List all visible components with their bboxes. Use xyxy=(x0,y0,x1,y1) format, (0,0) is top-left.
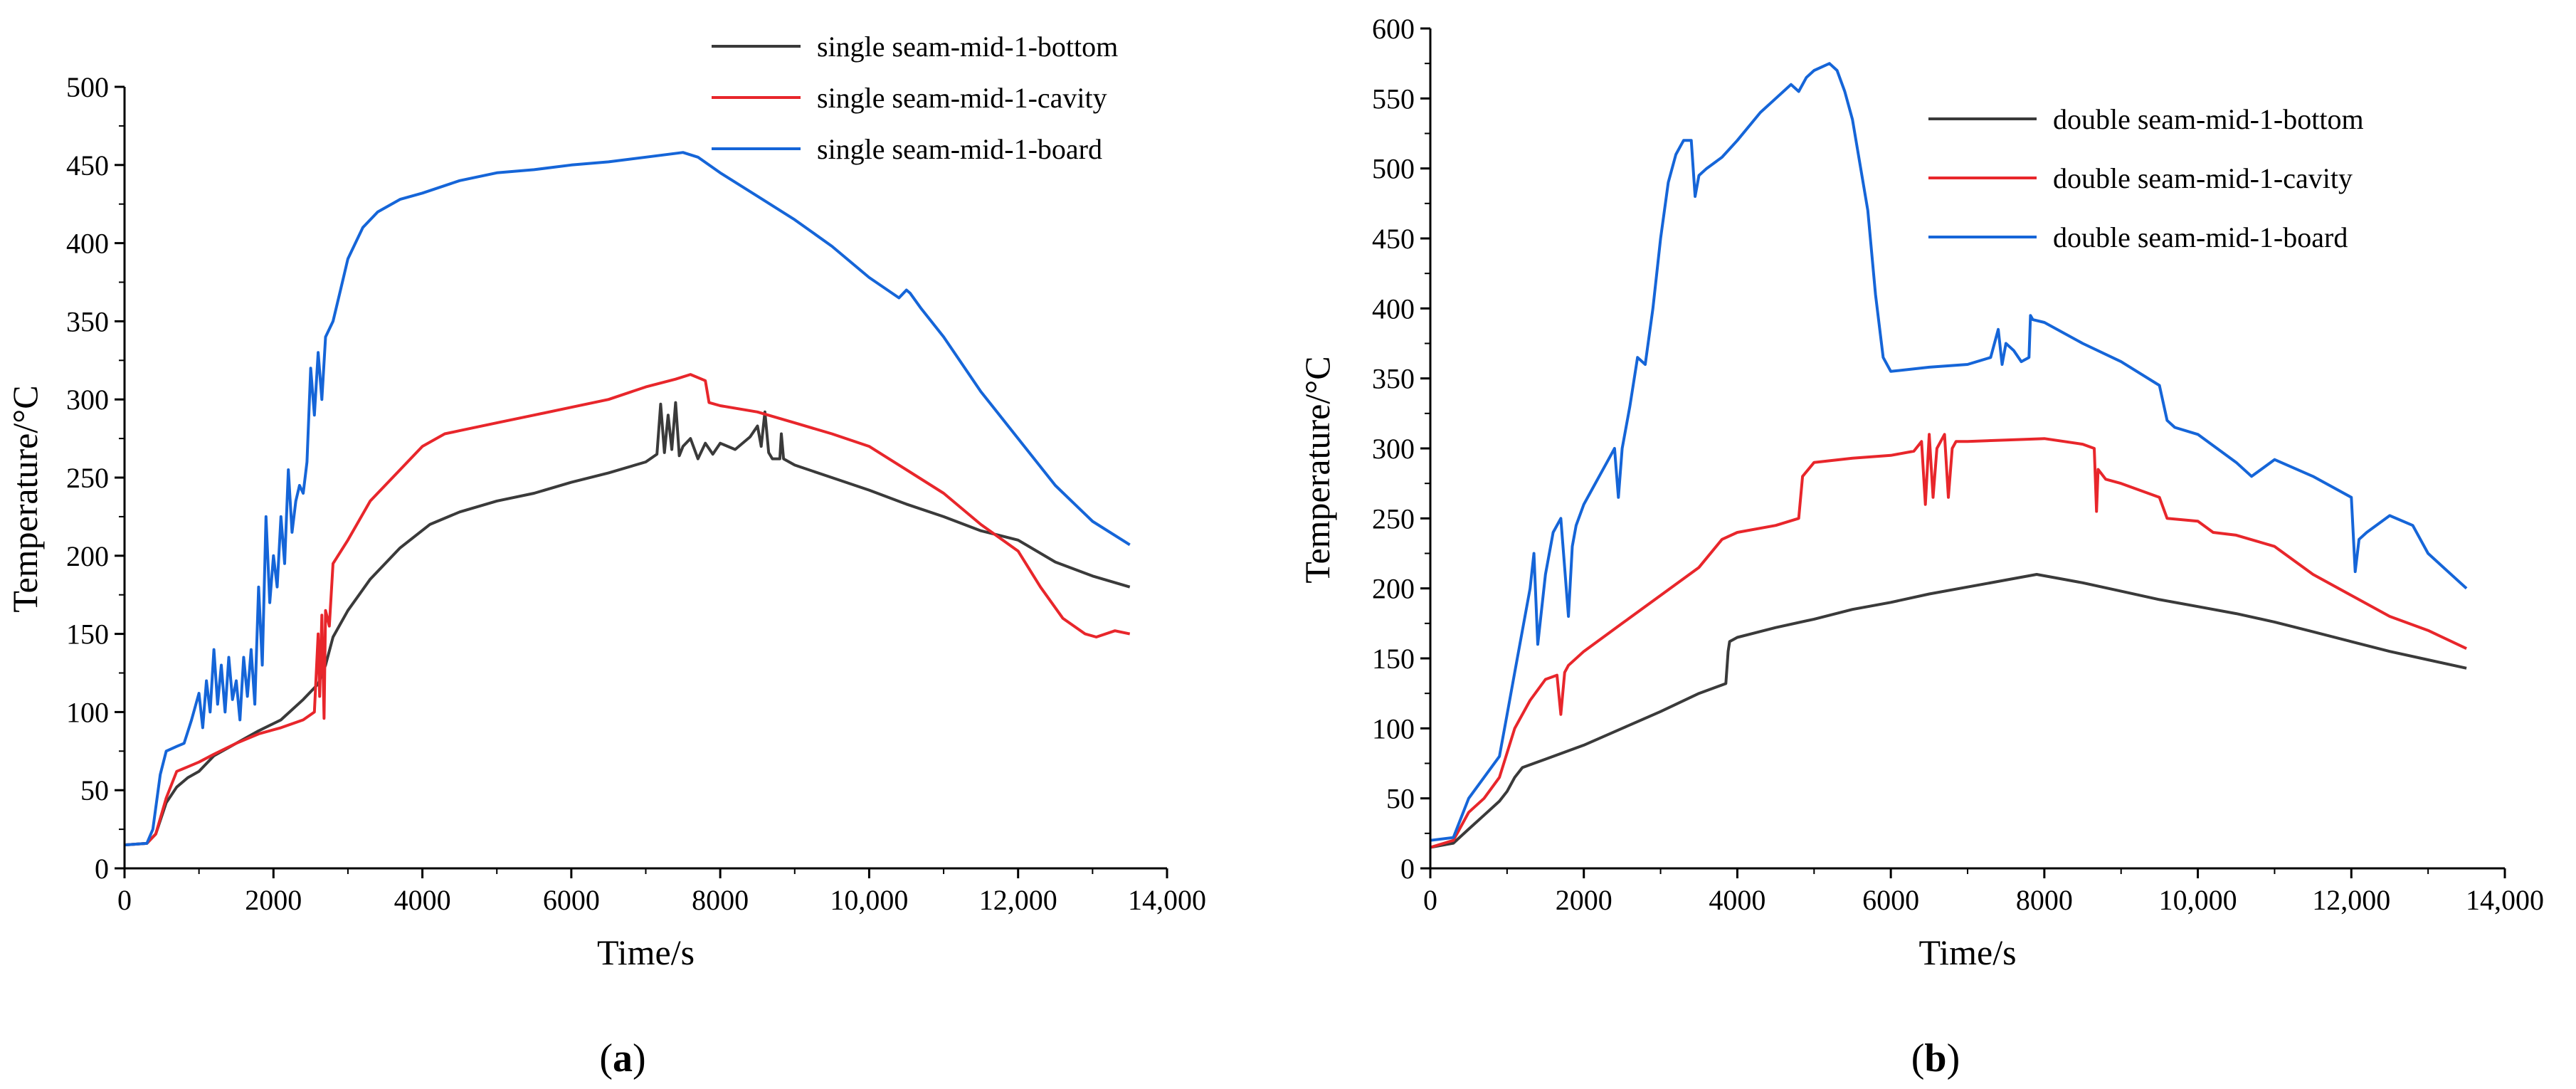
legend-label-b-2: double seam-mid-1-board xyxy=(2053,221,2348,253)
x-axis-title-b: Time/s xyxy=(1918,932,2016,972)
y-tick-label-b-0: 0 xyxy=(1400,853,1415,885)
panel-label-open-paren: ( xyxy=(599,1036,613,1080)
y-tick-label-b-5: 250 xyxy=(1372,503,1415,535)
y-axis-title-b: Temperature/°C xyxy=(1297,356,1337,583)
series-line-a-1 xyxy=(124,373,1131,847)
x-tick-label-a-2: 4000 xyxy=(394,884,451,916)
x-tick-label-b-6: 12,000 xyxy=(2312,884,2390,916)
panel-label-letter: a xyxy=(613,1036,633,1080)
y-tick-label-b-9: 450 xyxy=(1372,223,1415,255)
x-tick-label-b-2: 4000 xyxy=(1709,884,1765,916)
y-tick-label-b-1: 50 xyxy=(1386,783,1415,815)
y-tick-label-b-6: 300 xyxy=(1372,433,1415,465)
series-line-b-0 xyxy=(1430,573,2467,849)
y-tick-label-a-1: 50 xyxy=(80,774,109,806)
x-tick-label-a-6: 12,000 xyxy=(979,884,1057,916)
series-line-b-1 xyxy=(1430,433,2467,849)
y-tick-label-b-10: 500 xyxy=(1372,153,1415,185)
x-tick-label-a-1: 2000 xyxy=(245,884,302,916)
series-line-a-0 xyxy=(124,401,1131,847)
y-tick-label-b-8: 400 xyxy=(1372,293,1415,325)
x-tick-label-a-3: 6000 xyxy=(543,884,600,916)
y-axis-title-a: Temperature/°C xyxy=(5,385,45,612)
series-line-a-2 xyxy=(124,151,1131,847)
legend-label-a-1: single seam-mid-1-cavity xyxy=(817,82,1107,114)
panel-label-b: (b) xyxy=(1911,1036,1960,1080)
legend-label-b-1: double seam-mid-1-cavity xyxy=(2053,162,2353,194)
y-tick-label-b-3: 150 xyxy=(1372,643,1415,675)
x-tick-label-a-0: 0 xyxy=(117,884,132,916)
y-tick-label-a-2: 100 xyxy=(66,696,109,728)
x-tick-label-b-0: 0 xyxy=(1423,884,1437,916)
x-axis-title-a: Time/s xyxy=(597,932,695,972)
y-tick-label-a-10: 500 xyxy=(66,71,109,103)
y-tick-label-a-7: 350 xyxy=(66,305,109,337)
y-tick-label-b-12: 600 xyxy=(1372,13,1415,45)
y-tick-label-b-7: 350 xyxy=(1372,363,1415,395)
legend-label-a-0: single seam-mid-1-bottom xyxy=(817,31,1118,63)
y-tick-label-a-8: 400 xyxy=(66,228,109,260)
y-tick-label-a-6: 300 xyxy=(66,384,109,416)
y-tick-label-a-5: 250 xyxy=(66,462,109,494)
y-tick-label-a-4: 200 xyxy=(66,540,109,572)
x-tick-label-a-5: 10,000 xyxy=(830,884,908,916)
y-tick-label-b-4: 200 xyxy=(1372,573,1415,605)
legend-label-a-2: single seam-mid-1-board xyxy=(817,133,1102,165)
panel-label-letter: b xyxy=(1924,1036,1946,1080)
panel-label-close-paren: ) xyxy=(1947,1036,1960,1080)
y-tick-label-a-9: 450 xyxy=(66,149,109,182)
x-tick-label-b-3: 6000 xyxy=(1862,884,1919,916)
x-tick-label-b-1: 2000 xyxy=(1556,884,1612,916)
y-tick-label-a-0: 0 xyxy=(95,853,109,885)
y-tick-label-b-11: 550 xyxy=(1372,83,1415,115)
x-tick-label-a-7: 14,000 xyxy=(1128,884,1206,916)
series-line-b-2 xyxy=(1430,62,2468,842)
y-tick-label-a-3: 150 xyxy=(66,619,109,651)
x-tick-label-b-4: 8000 xyxy=(2016,884,2073,916)
x-tick-label-a-4: 8000 xyxy=(692,884,749,916)
panel-label-close-paren: ) xyxy=(633,1036,646,1080)
x-tick-label-b-5: 10,000 xyxy=(2159,884,2237,916)
panel-label-open-paren: ( xyxy=(1911,1036,1925,1080)
x-tick-label-b-7: 14,000 xyxy=(2466,884,2544,916)
chart-b: 0 2000 4000 6000 8000 10,000 12,000 14,000 0 50 10… xyxy=(1297,13,2544,1080)
y-tick-label-b-2: 100 xyxy=(1372,712,1415,745)
panel-label-a: (a) xyxy=(599,1036,645,1080)
chart-a: 0 2000 4000 6000 8000 10,000 12,000 14,000 0 50 10… xyxy=(5,31,1206,1080)
legend-label-b-0: double seam-mid-1-bottom xyxy=(2053,103,2364,135)
